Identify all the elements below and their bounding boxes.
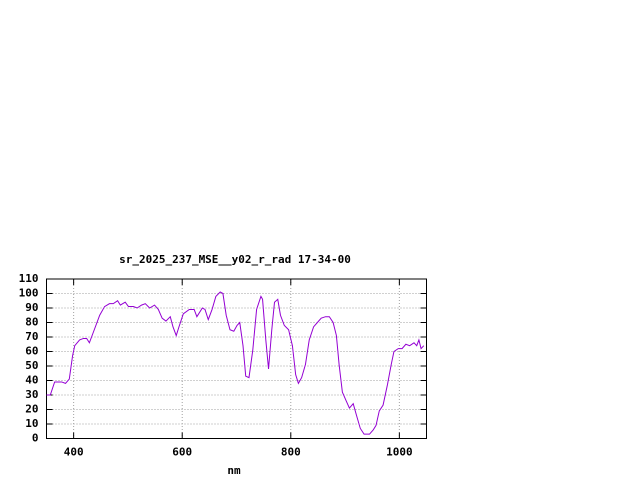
- y-tick-label: 10: [25, 417, 38, 430]
- y-tick-label: 40: [25, 374, 38, 387]
- data-line: [46, 291, 425, 435]
- y-tick-label: 20: [25, 403, 38, 416]
- y-tick-label: 110: [19, 272, 39, 285]
- x-tick-label: 1000: [386, 446, 413, 459]
- y-tick-label: 50: [25, 359, 38, 372]
- y-tick-label: 30: [25, 388, 38, 401]
- x-tick-label: 600: [172, 446, 192, 459]
- y-tick-label: 60: [25, 345, 38, 358]
- x-tick-label: 800: [281, 446, 301, 459]
- plot-border: [46, 278, 427, 439]
- x-tick-label: 400: [64, 446, 84, 459]
- y-tick-label: 80: [25, 316, 38, 329]
- y-tick-label: 0: [32, 432, 39, 445]
- y-tick-label: 100: [19, 287, 39, 300]
- x-axis-label: nm: [227, 464, 241, 477]
- chart-title: sr_2025_237_MSE__y02_r_rad 17-34-00: [119, 253, 351, 266]
- y-tick-label: 90: [25, 301, 38, 314]
- y-tick-label: 70: [25, 330, 38, 343]
